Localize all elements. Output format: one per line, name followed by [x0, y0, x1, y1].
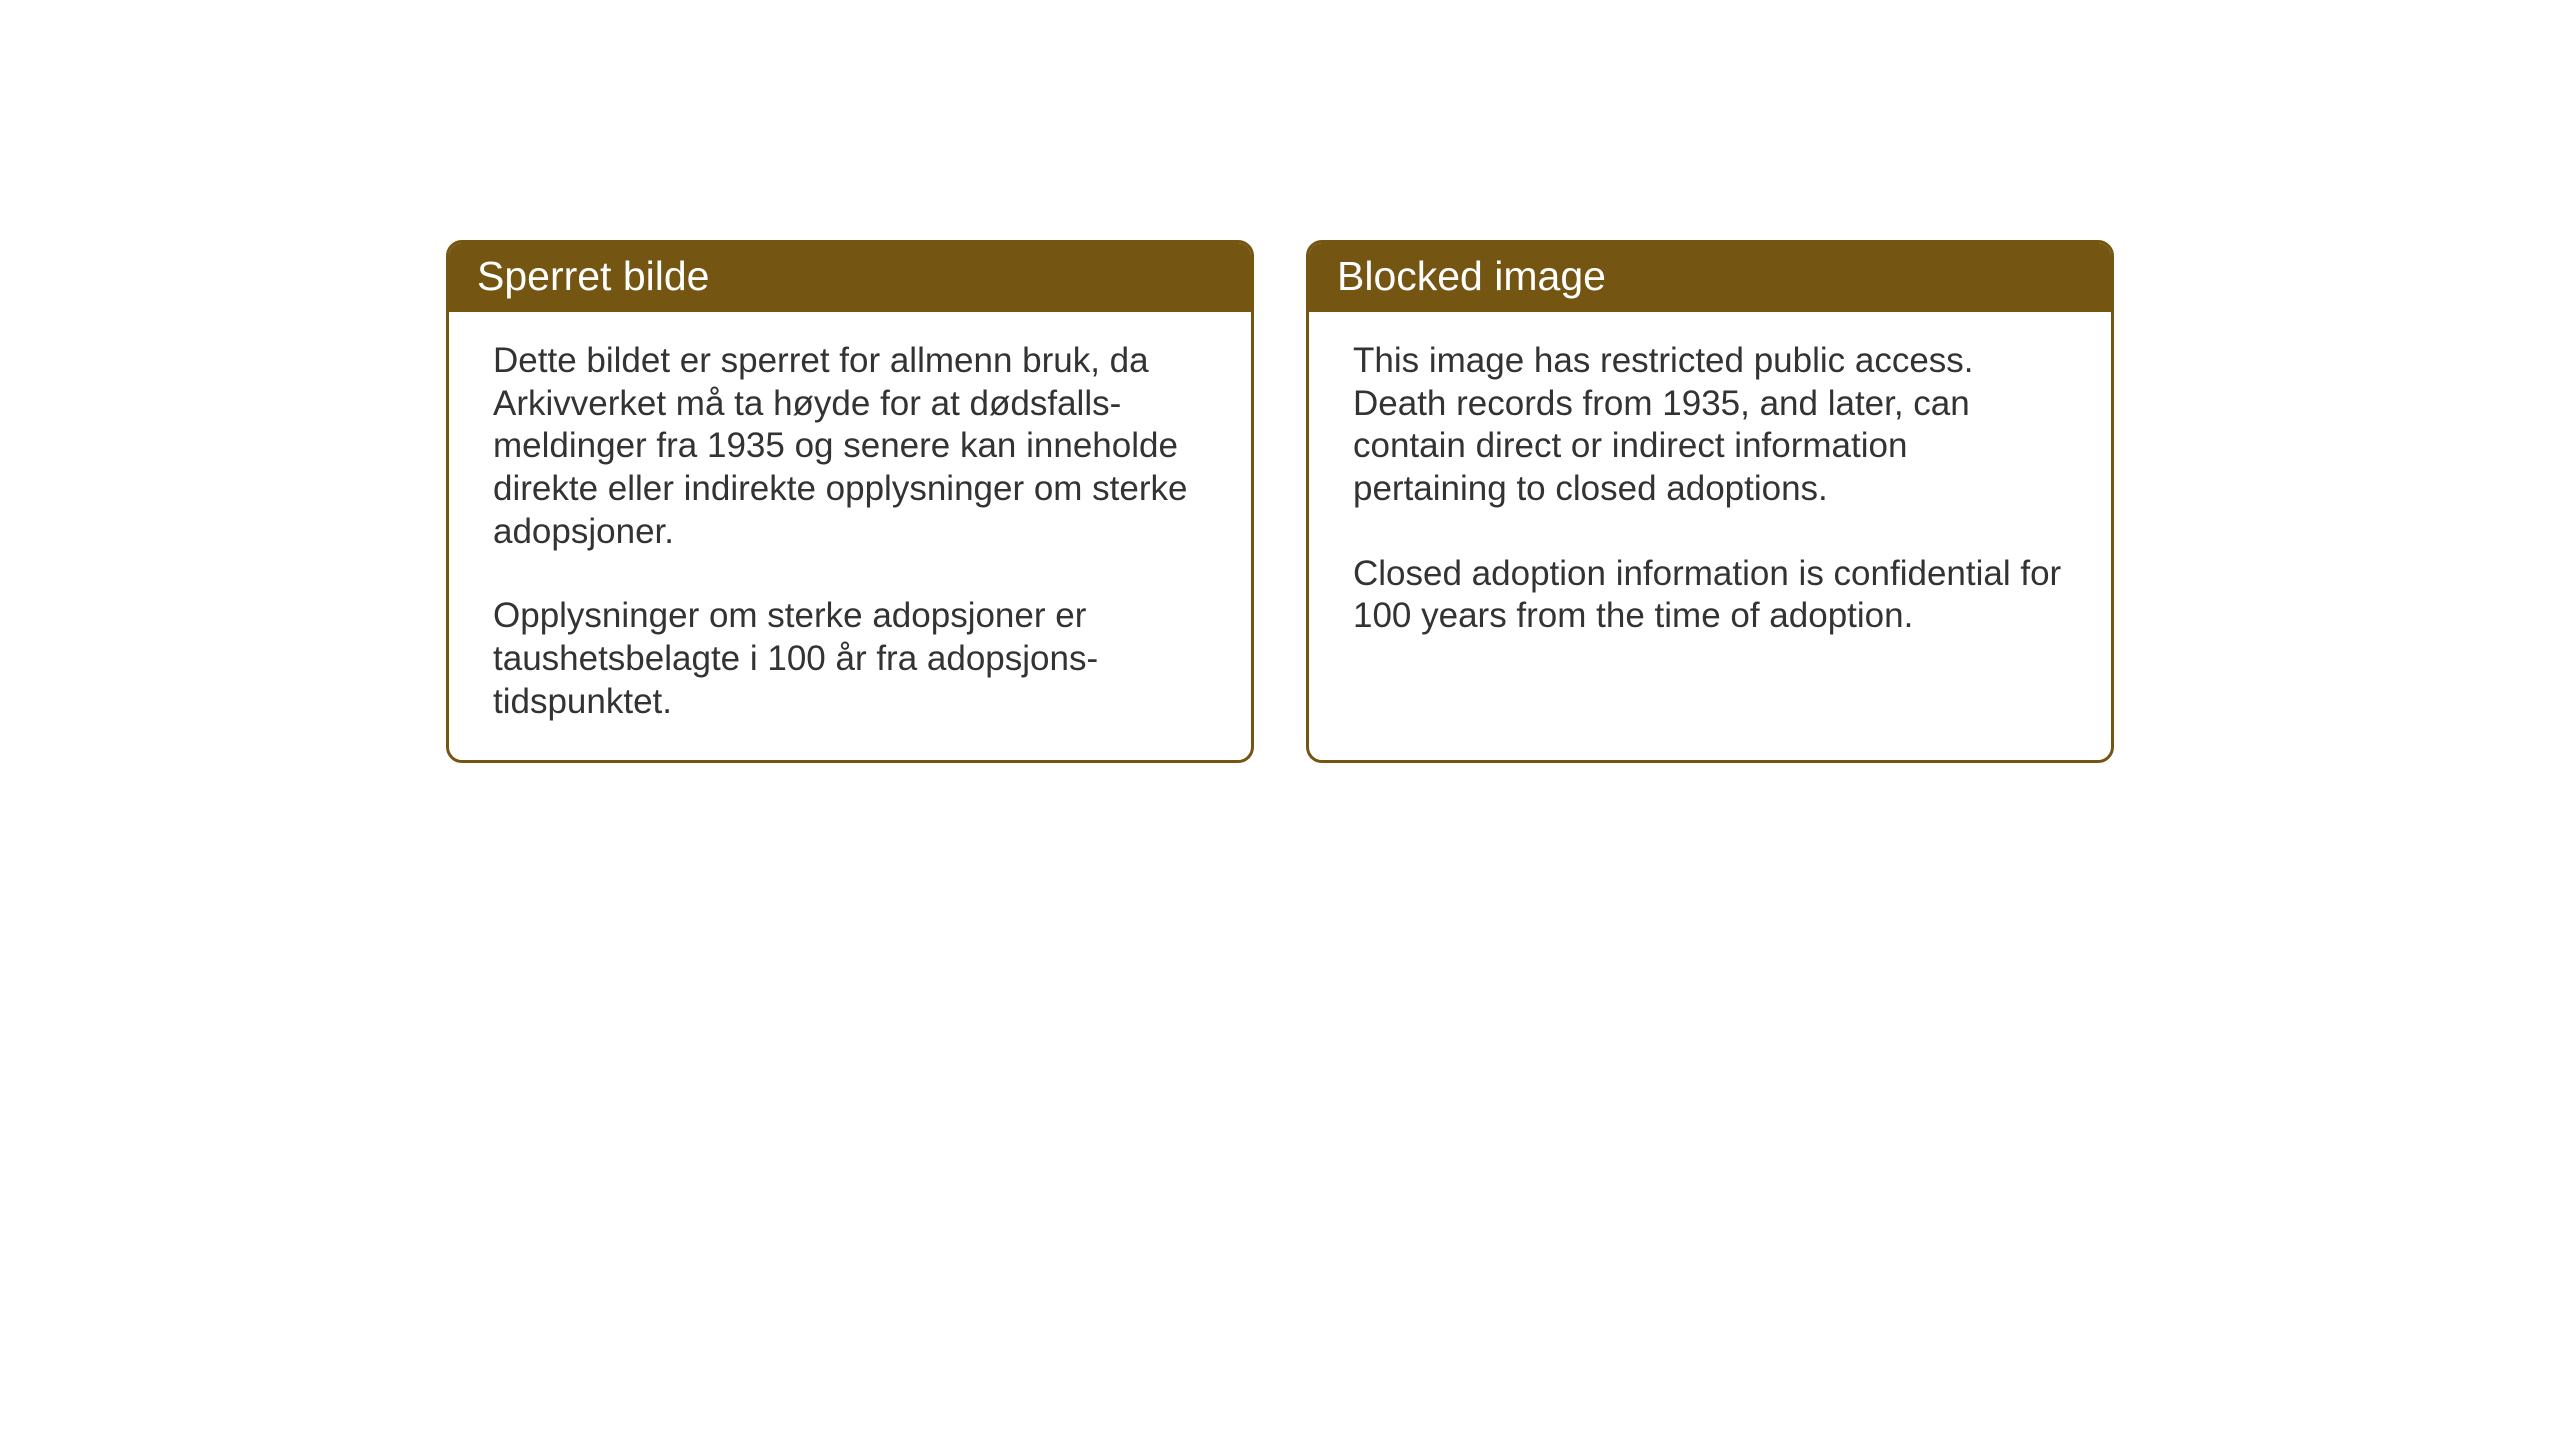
- card-paragraph-1-norwegian: Dette bildet er sperret for allmenn bruk…: [493, 340, 1207, 553]
- notice-card-english: Blocked image This image has restricted …: [1306, 240, 2114, 763]
- card-paragraph-2-english: Closed adoption information is confident…: [1353, 553, 2067, 638]
- card-header-english: Blocked image: [1309, 243, 2111, 312]
- card-body-norwegian: Dette bildet er sperret for allmenn bruk…: [449, 312, 1251, 760]
- card-body-english: This image has restricted public access.…: [1309, 312, 2111, 708]
- notice-card-norwegian: Sperret bilde Dette bildet er sperret fo…: [446, 240, 1254, 763]
- card-header-norwegian: Sperret bilde: [449, 243, 1251, 312]
- card-paragraph-2-norwegian: Opplysninger om sterke adopsjoner er tau…: [493, 595, 1207, 723]
- notice-cards-container: Sperret bilde Dette bildet er sperret fo…: [446, 240, 2114, 763]
- card-paragraph-1-english: This image has restricted public access.…: [1353, 340, 2067, 511]
